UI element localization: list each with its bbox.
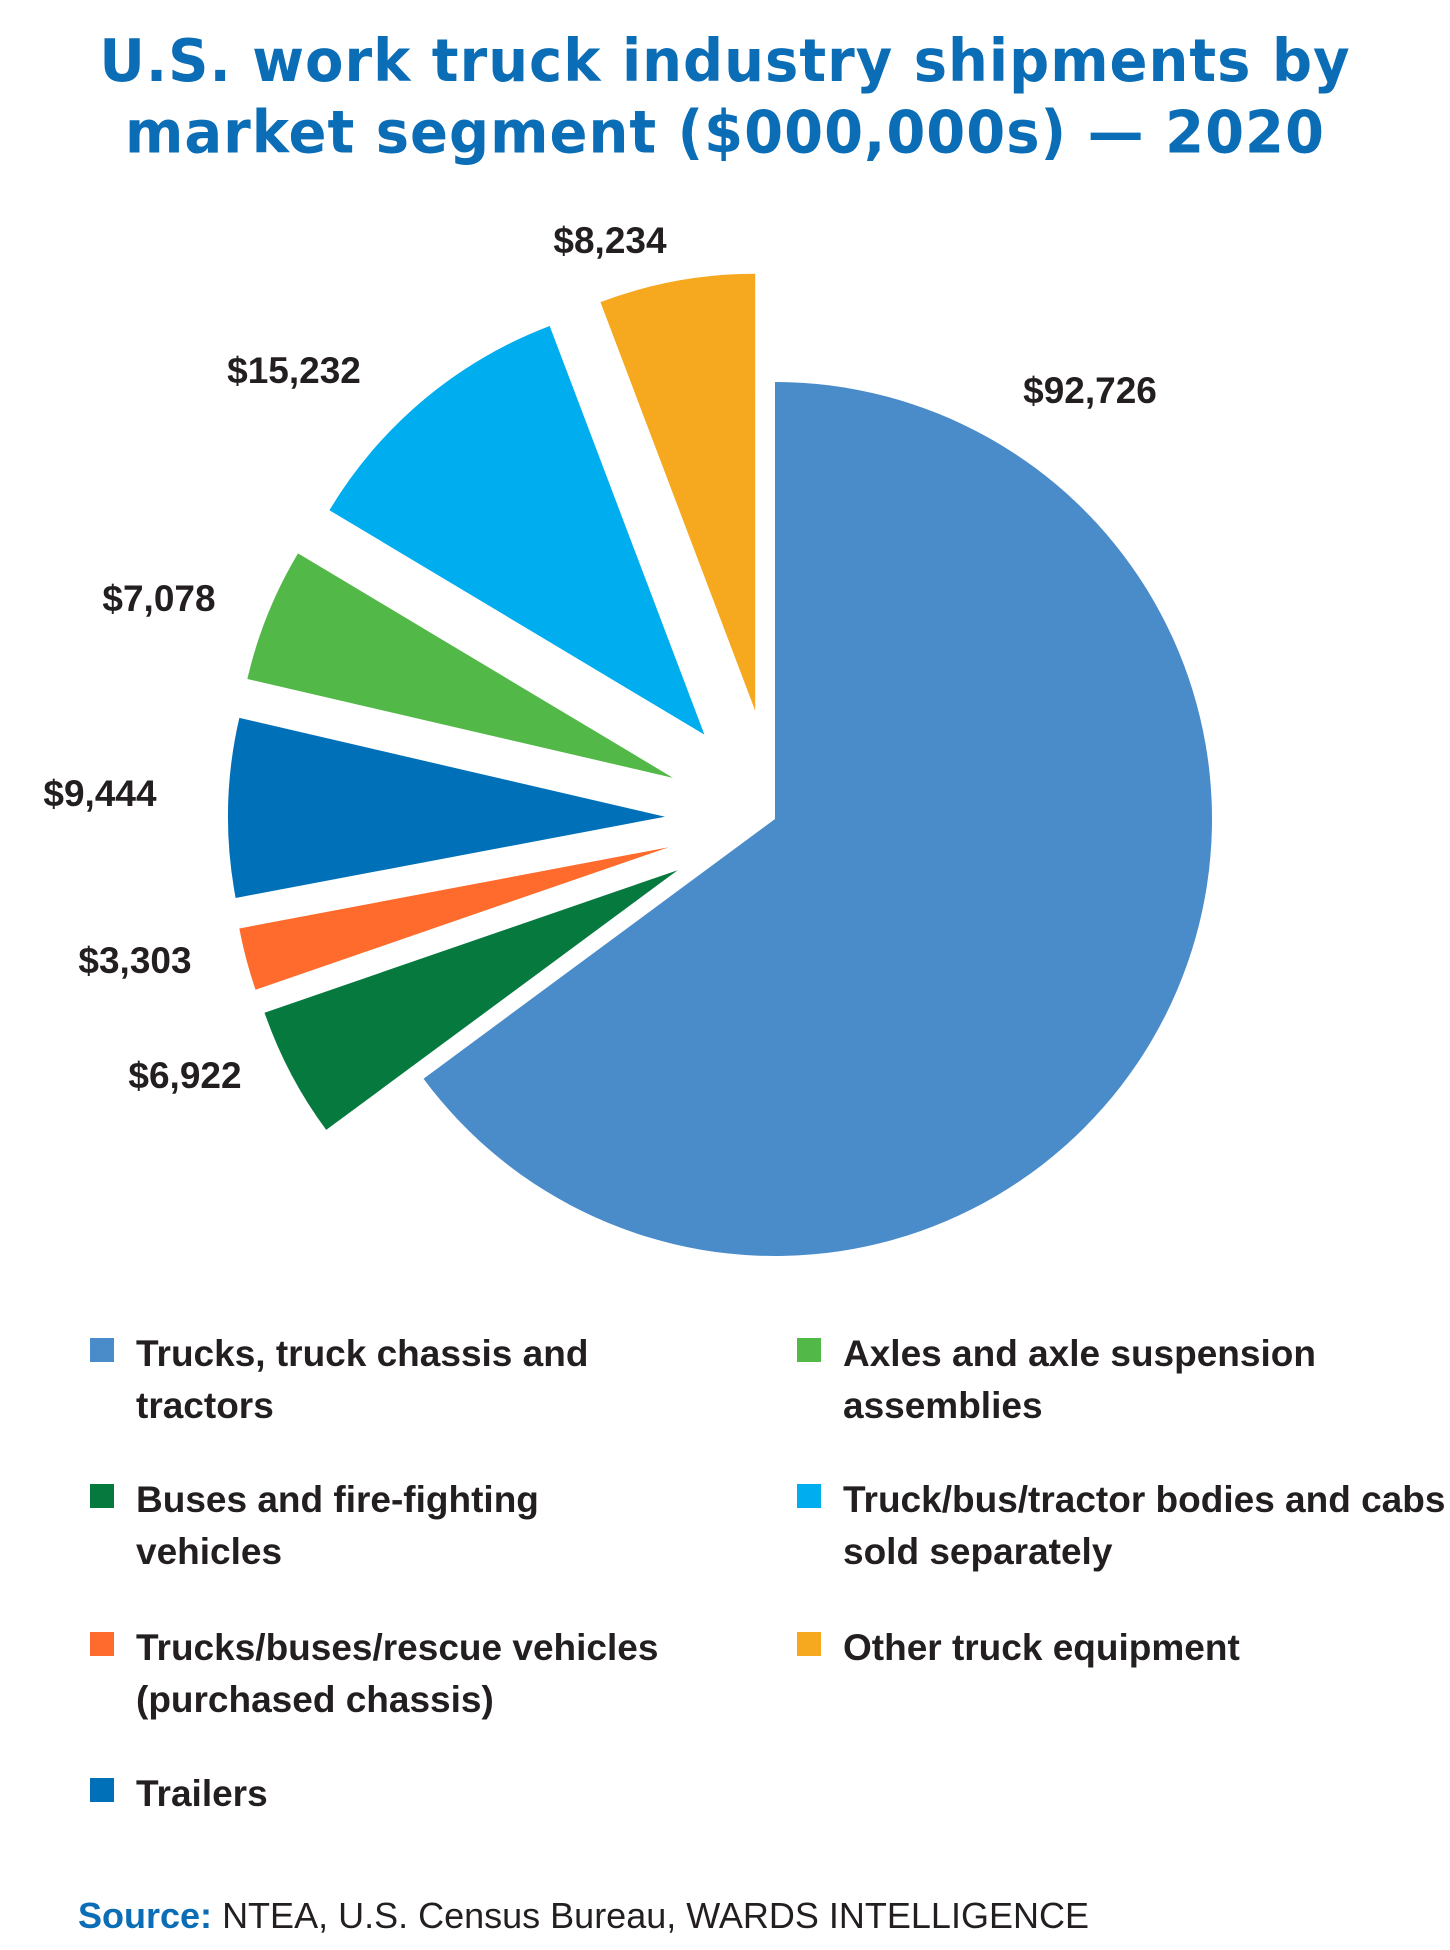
legend-swatch [797,1338,821,1362]
pie-slice-4 [247,553,673,778]
pie-slice-0 [423,382,1212,1256]
title-line-2: market segment ($000,000s) — 2020 [124,99,1325,168]
data-label-5: $15,232 [227,350,361,391]
legend-label: Truck/bus/tractor bodies and cabs sold s… [843,1479,1446,1572]
legend-label: Buses and fire-fighting vehicles [136,1479,539,1572]
legend-item-rescue: Trucks/buses/rescue vehicles (purchased … [90,1622,756,1726]
legend-label: Trucks, truck chassis and tractors [136,1333,589,1426]
pie-slice-3 [228,717,666,898]
legend-item-trucks: Trucks, truck chassis and tractors [90,1328,716,1432]
data-label-0: $92,726 [1023,370,1157,411]
legend-item-other: Other truck equipment [797,1622,1423,1674]
legend-item-buses: Buses and fire-fighting vehicles [90,1474,656,1578]
legend-label: Trucks/buses/rescue vehicles (purchased … [136,1627,659,1720]
legend-label: Other truck equipment [843,1627,1240,1668]
legend-swatch [90,1484,114,1508]
data-label-3: $9,444 [43,773,157,814]
legend-swatch [90,1778,114,1802]
legend-swatch [90,1338,114,1362]
legend-item-axles: Axles and axle suspension assemblies [797,1328,1403,1432]
pie-slice-6 [600,273,756,711]
legend-swatch [797,1484,821,1508]
data-label-1: $6,922 [128,1055,241,1096]
pie-slice-2 [239,847,669,990]
data-label-6: $8,234 [553,220,667,261]
legend-label: Trailers [136,1773,268,1814]
legend-label: Axles and axle suspension assemblies [843,1333,1316,1426]
source-text: NTEA, U.S. Census Bureau, WARDS INTELLIG… [222,1895,1089,1936]
source-label: Source: [78,1895,213,1936]
legend-swatch [797,1632,821,1656]
pie-slice-1 [264,870,678,1130]
chart-title: U.S. work truck industry shipments by ma… [0,27,1450,170]
legend-item-bodies: Truck/bus/tractor bodies and cabs sold s… [797,1474,1450,1578]
source-note: Source: NTEA, U.S. Census Bureau, WARDS … [78,1895,1089,1937]
legend-item-trailers: Trailers [90,1768,716,1820]
data-label-2: $3,303 [78,940,191,981]
data-label-4: $7,078 [102,578,215,619]
legend-swatch [90,1632,114,1656]
title-line-1: U.S. work truck industry shipments by [99,27,1351,96]
pie-slice-5 [329,325,705,735]
pie-chart: $92,726 $6,922 $3,303 $9,444 $7,078 $15,232 $8… [43,220,1212,1256]
